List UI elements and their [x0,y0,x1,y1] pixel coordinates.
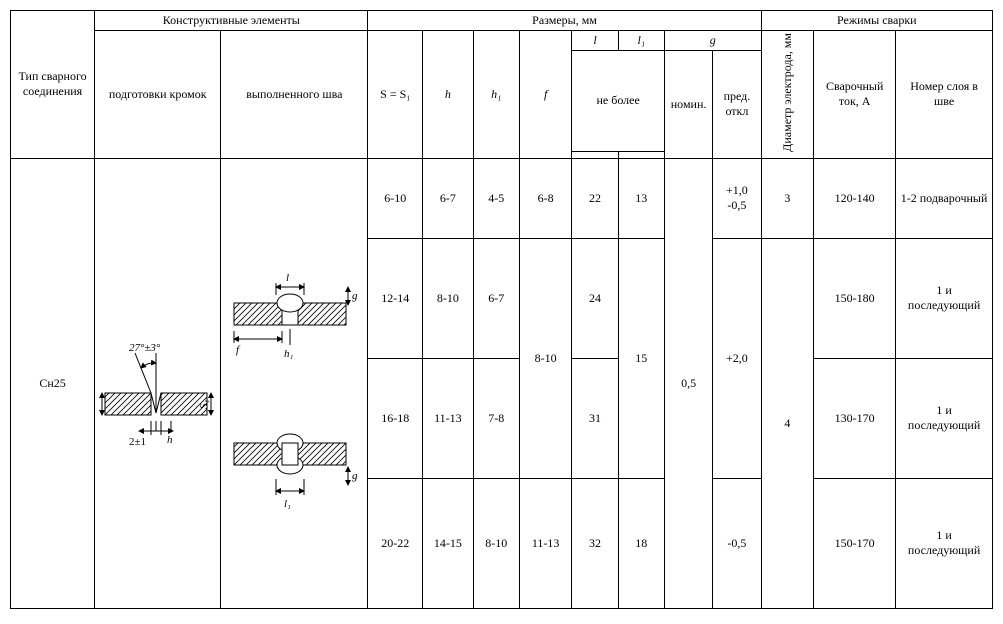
cell: 1-2 подварочный [896,158,993,238]
hdr-h1: h₁ [473,31,519,159]
hdr-g: g [664,31,761,51]
hdr-f: f [519,31,572,159]
cell: 18 [618,478,664,608]
svg-text:l₁: l₁ [284,498,291,510]
cell: +2,0 [713,238,761,478]
hdr-weld-exec: выполненного шва [221,31,368,159]
cell: 20-22 [368,478,423,608]
cell: 1 и последующий [896,358,993,478]
svg-text:S₁: S₁ [198,400,210,410]
cell: 22 [572,158,618,238]
svg-text:2±1: 2±1 [129,436,146,448]
hdr-l1: l₁ [618,31,664,51]
diagram-edge-prep: 27°±3° S S₁ 2±1 h [95,158,221,608]
cell: 12-14 [368,238,423,358]
hdr-current: Сварочный ток, А [814,31,896,159]
svg-text:h: h [167,434,173,446]
cell: 16-18 [368,358,423,478]
cell: 150-170 [814,478,896,608]
cell: 130-170 [814,358,896,478]
cell: 6-8 [519,158,572,238]
hdr-diam: Диаметр электрода, мм [761,31,814,159]
svg-text:S: S [99,401,102,407]
cell: 15 [618,238,664,478]
svg-text:f: f [236,344,241,356]
hdr-constr: Конструктивные элементы [95,11,368,31]
hdr-modes: Режимы сварки [761,11,992,31]
cell: +1,0 -0,5 [713,158,761,238]
cell: 24 [572,238,618,358]
weld-spec-table: Тип сварного соединения Конструктивные э… [10,10,993,609]
cell: 4-5 [473,158,519,238]
cell: 8-10 [519,238,572,478]
svg-text:l: l [286,272,289,284]
hdr-not-more: не более [572,51,665,152]
hdr-dims: Размеры, мм [368,11,761,31]
hdr-h: h [423,31,473,159]
hdr-l1-blank [618,151,664,158]
cell-joint: Сн25 [11,158,95,608]
cell: 6-7 [473,238,519,358]
hdr-joint-type: Тип сварного соединения [11,11,95,159]
cell: 6-10 [368,158,423,238]
svg-text:g: g [352,470,358,482]
cell: 8-10 [423,238,473,358]
cell: 11-13 [423,358,473,478]
cell: 14-15 [423,478,473,608]
cell: 13 [618,158,664,238]
cell: 120-140 [814,158,896,238]
lbl-angle: 27°±3° [129,342,161,354]
cell: 7-8 [473,358,519,478]
cell: 1 и последующий [896,478,993,608]
cell: 4 [761,238,814,608]
cell: 0,5 [664,158,712,608]
hdr-l-blank [572,151,618,158]
cell: 31 [572,358,618,478]
hdr-dev: пред. откл [713,51,761,159]
svg-text:g: g [352,290,358,302]
hdr-layer: Номер слоя в шве [896,31,993,159]
hdr-nomin: номин. [664,51,712,159]
svg-text:h₁: h₁ [284,348,294,360]
cell: 11-13 [519,478,572,608]
cell: 6-7 [423,158,473,238]
cell: 150-180 [814,238,896,358]
diagram-weld: l g f h₁ [221,158,368,608]
cell: 1 и последующий [896,238,993,358]
hdr-S: S = S₁ [368,31,423,159]
cell: -0,5 [713,478,761,608]
hdr-edge-prep: подготовки кромок [95,31,221,159]
cell: 32 [572,478,618,608]
hdr-l: l [572,31,618,51]
cell: 8-10 [473,478,519,608]
table-row: Сн25 27°±3° [11,158,993,238]
cell: 3 [761,158,814,238]
